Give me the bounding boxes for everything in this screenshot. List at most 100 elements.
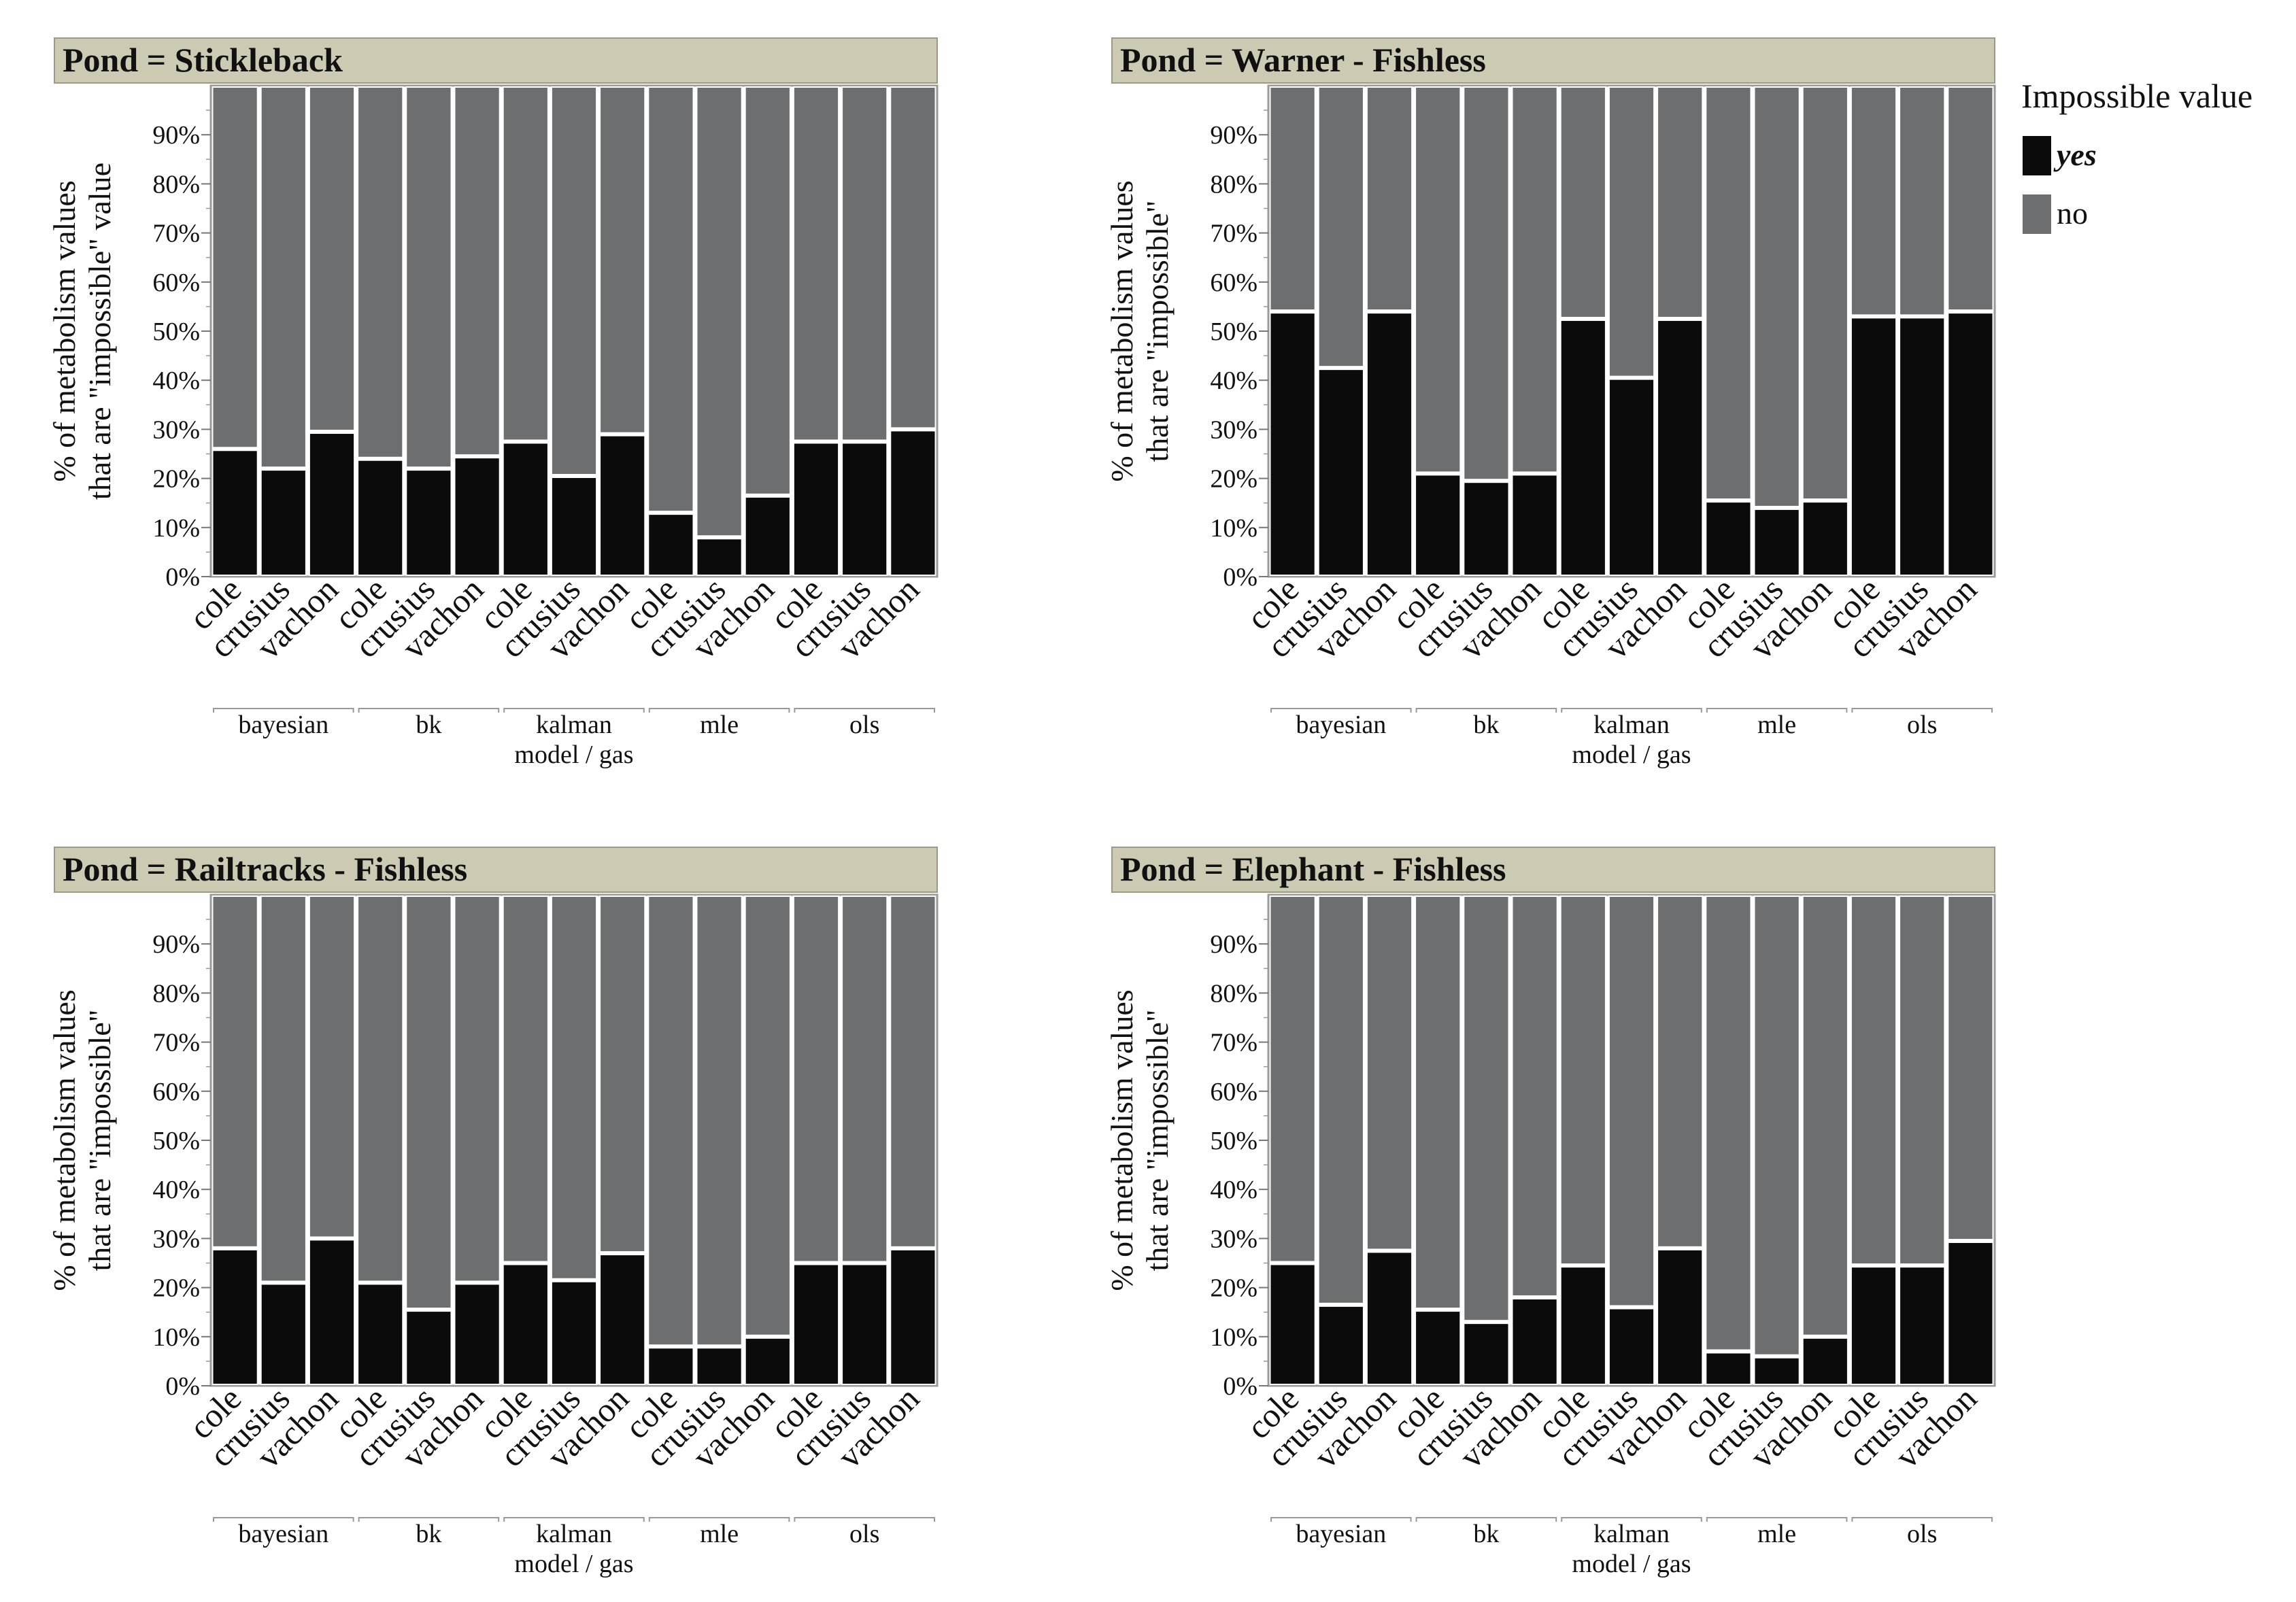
bar-no — [1463, 896, 1510, 1322]
group-label: mle — [1757, 1520, 1796, 1548]
y-tick-label: 90% — [152, 930, 200, 959]
y-axis-title-line: % of metabolism values — [1104, 180, 1139, 481]
bar-no — [1705, 896, 1752, 1351]
bar-yes — [890, 1248, 936, 1386]
y-tick-label: 20% — [152, 465, 200, 494]
group-label: ols — [849, 1520, 879, 1548]
bar-yes — [1511, 474, 1558, 576]
bar-yes — [502, 442, 549, 577]
bar-yes — [1608, 378, 1655, 577]
group-label: bk — [416, 1520, 441, 1548]
bar-no — [1753, 86, 1800, 507]
bar-no — [550, 896, 598, 1280]
group-bracket — [1851, 1517, 1993, 1522]
group-label: bk — [416, 711, 441, 739]
y-axis-title-line: that are "impossible" — [1140, 200, 1175, 462]
bar-yes — [502, 1263, 549, 1385]
chart-panel: Pond = Railtracks - Fishless 0% 10% 20% 30% 4… — [47, 847, 939, 1578]
bar-yes — [1899, 317, 1946, 576]
y-tick-label: 60% — [152, 1078, 200, 1106]
group-bracket — [1270, 708, 1412, 713]
bar-no — [1317, 86, 1364, 368]
bar-yes — [357, 1283, 404, 1385]
bar-no — [841, 896, 888, 1263]
bar-yes — [890, 430, 936, 577]
group-bracket — [1415, 708, 1557, 713]
bar-yes — [308, 432, 356, 577]
bar-yes — [1317, 369, 1364, 577]
bar-yes — [1850, 317, 1897, 576]
group-label: kalman — [536, 1520, 612, 1548]
y-tick-label: 80% — [1210, 170, 1257, 199]
group-bracket — [794, 708, 935, 713]
bar-no — [1753, 896, 1800, 1356]
panel-title: Pond = Railtracks - Fishless — [63, 850, 467, 888]
bar-yes — [1802, 501, 1848, 577]
bar-yes — [1463, 481, 1510, 577]
bar-no — [599, 86, 646, 434]
bar-yes — [1269, 1263, 1316, 1385]
bar-no — [1269, 86, 1316, 311]
group-bracket — [1706, 708, 1848, 713]
group-bracket — [213, 1517, 354, 1522]
bar-no — [1511, 86, 1558, 473]
y-tick-label: 90% — [1210, 121, 1257, 150]
bar-yes — [1947, 1242, 1994, 1386]
bar-no — [405, 896, 452, 1310]
y-tick-label: 60% — [1210, 269, 1257, 297]
bar-yes — [1947, 312, 1994, 576]
bar-yes — [1850, 1266, 1897, 1385]
bar-no — [260, 896, 307, 1282]
chart-panel: Pond = Stickleback 0% 10% 20% 30% 40% 50% 60% 70… — [47, 37, 939, 769]
y-tick-label: 20% — [152, 1274, 200, 1303]
bar-yes — [647, 513, 694, 577]
bar-yes — [696, 1347, 743, 1385]
bar-no — [1657, 896, 1704, 1248]
bar-yes — [212, 449, 258, 577]
bar-no — [792, 896, 840, 1263]
y-tick-label: 40% — [1210, 367, 1257, 395]
group-label: mle — [1757, 711, 1796, 739]
bar-no — [405, 86, 452, 468]
group-label: bayesian — [238, 711, 328, 739]
y-tick-label: 80% — [152, 170, 200, 199]
bar-no — [1608, 896, 1655, 1307]
legend-swatch — [2023, 194, 2051, 234]
panel-header — [1111, 37, 1995, 84]
y-axis-title-line: that are "impossible" value — [82, 163, 117, 500]
y-tick-label: 10% — [152, 1323, 200, 1352]
bar-no — [1608, 86, 1655, 377]
group-label: kalman — [536, 711, 612, 739]
group-label: kalman — [1593, 711, 1670, 739]
y-tick-label: 30% — [1210, 1225, 1257, 1253]
bar-yes — [1657, 319, 1704, 576]
group-label: bayesian — [238, 1520, 328, 1548]
group-label: ols — [849, 711, 879, 739]
bar-yes — [1705, 1352, 1752, 1386]
bar-yes — [792, 1263, 840, 1385]
bar-yes — [647, 1347, 694, 1385]
bar-yes — [1705, 501, 1752, 577]
group-label: bayesian — [1296, 711, 1386, 739]
bar-no — [502, 896, 549, 1263]
bar-yes — [550, 1280, 598, 1386]
bar-no — [1802, 896, 1848, 1336]
bar-yes — [1753, 1357, 1800, 1385]
bar-no — [308, 896, 356, 1238]
bar-yes — [744, 1337, 791, 1385]
bar-yes — [1899, 1266, 1946, 1385]
y-axis-title: % of metabolism valuesthat are "impossib… — [1104, 180, 1175, 481]
bar-yes — [454, 1283, 501, 1385]
bar-yes — [1657, 1248, 1704, 1386]
bar-yes — [599, 1254, 646, 1385]
panel-header — [54, 37, 938, 84]
y-tick-label: 70% — [152, 1029, 200, 1057]
bar-no — [357, 86, 404, 458]
bar-yes — [1559, 319, 1606, 576]
bar-no — [696, 896, 743, 1346]
bar-no — [1657, 86, 1704, 318]
legend-swatch — [2023, 136, 2051, 175]
bar-no — [1317, 896, 1364, 1304]
panel-header — [1111, 847, 1995, 893]
